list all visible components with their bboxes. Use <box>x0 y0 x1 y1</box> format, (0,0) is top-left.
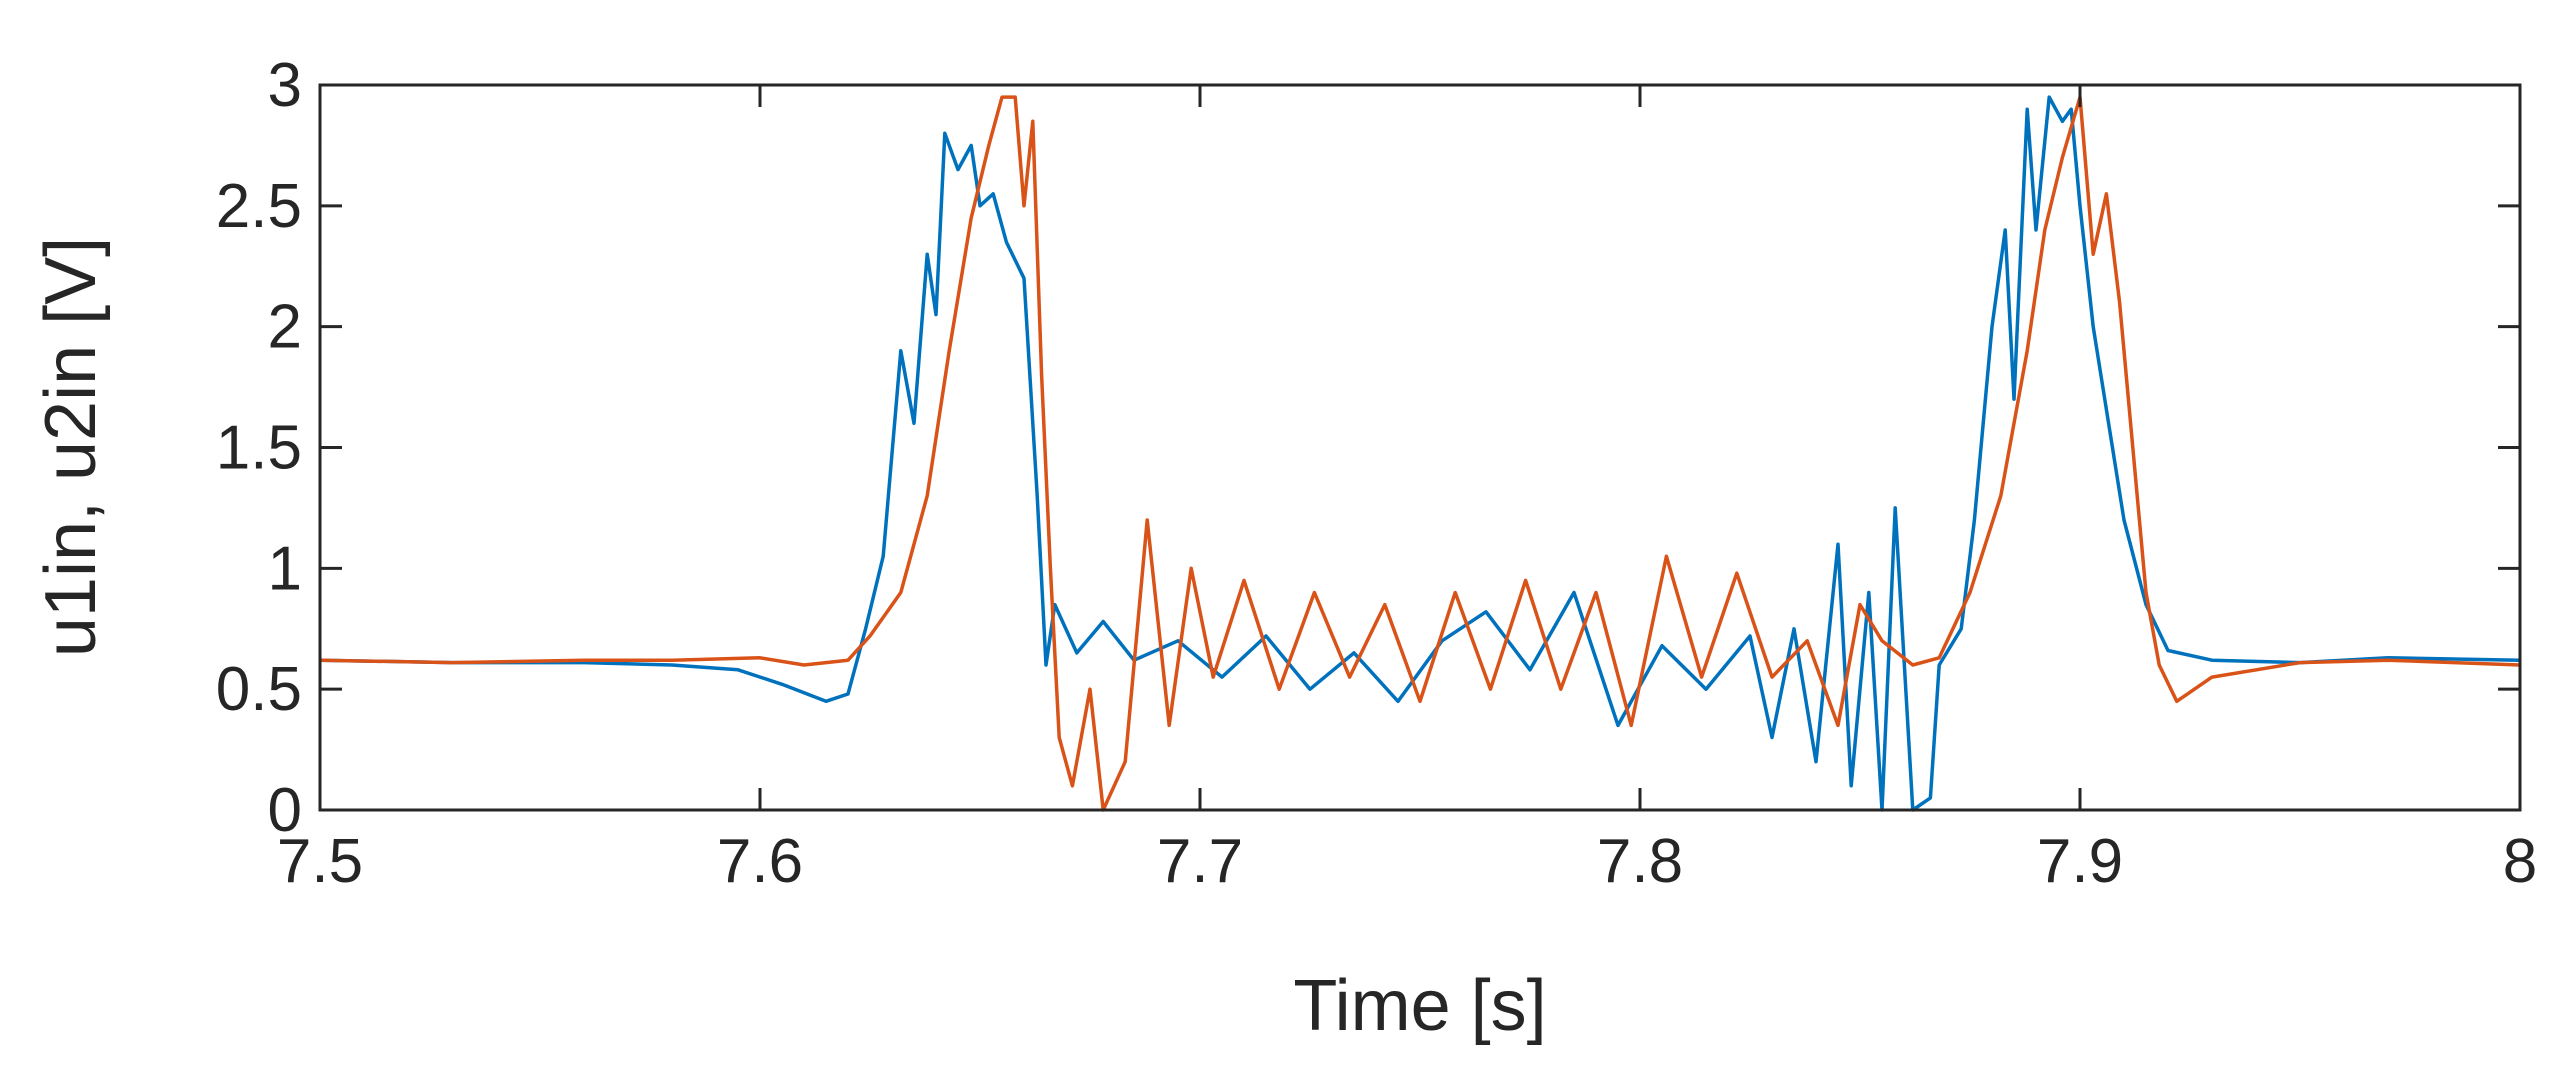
x-tick-label-2: 7.7 <box>1157 827 1243 896</box>
series-line-2 <box>319 95 2521 812</box>
y-tick-label-6: 3 <box>268 51 302 120</box>
x-tick-label-4: 7.9 <box>2037 827 2123 896</box>
x-tick-label-3: 7.8 <box>1597 827 1683 896</box>
y-tick-label-1: 0.5 <box>216 655 302 724</box>
y-axis-title: u1in, u2in [V] <box>31 237 111 657</box>
x-tick-label-1: 7.6 <box>717 827 803 896</box>
y-tick-label-0: 0 <box>268 776 302 845</box>
x-tick-label-5: 8 <box>2503 827 2537 896</box>
y-tick-label-2: 1 <box>268 534 302 603</box>
y-tick-label-4: 2 <box>268 293 302 362</box>
series-line-1 <box>319 95 2521 812</box>
y-tick-label-3: 1.5 <box>216 414 302 483</box>
series-layer <box>319 95 2521 812</box>
y-tick-label-5: 2.5 <box>216 172 302 241</box>
x-axis-title: Time [s] <box>1293 966 1546 1046</box>
x-tick-label-0: 7.5 <box>277 827 363 896</box>
tick-layer: 7.5 7.6 7.7 7.8 7.9 8 0 0.5 1 1.5 2 2.5 3 <box>216 51 2537 896</box>
